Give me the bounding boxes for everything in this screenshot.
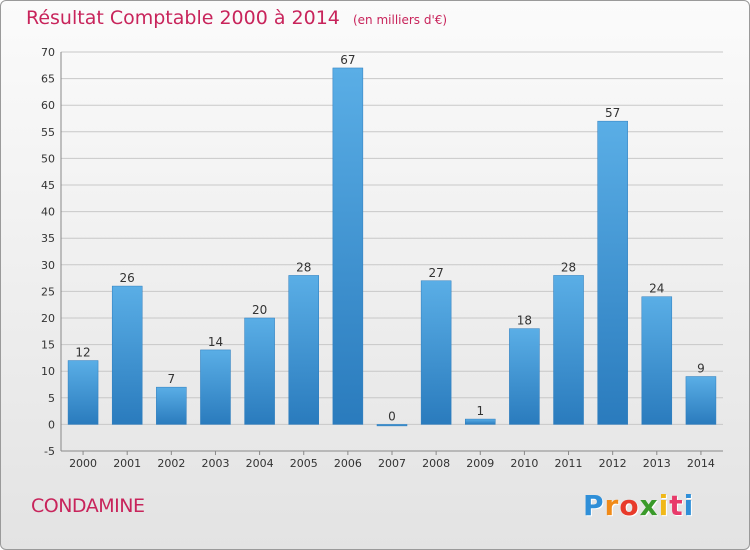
data-label: 20: [252, 303, 267, 317]
x-tick-label: 2007: [378, 457, 406, 470]
x-tick-label: 2004: [246, 457, 274, 470]
y-tick-label: -5: [44, 445, 55, 458]
y-tick-label: 55: [41, 126, 55, 139]
logo-letter: i: [658, 489, 670, 522]
y-tick-label: 65: [41, 73, 55, 86]
y-tick-label: 45: [41, 179, 55, 192]
bar: [420, 280, 452, 425]
logo-letter: o: [619, 489, 640, 522]
commune-name: CONDAMINE: [31, 495, 145, 517]
data-label: 27: [428, 266, 443, 280]
bar: [156, 386, 187, 425]
y-tick-label: 5: [48, 392, 55, 405]
y-tick-label: 50: [41, 152, 55, 165]
data-label: 7: [168, 372, 176, 386]
data-label: 67: [340, 53, 355, 67]
x-tick-label: 2008: [422, 457, 450, 470]
bar: [67, 360, 99, 425]
data-label: 57: [605, 106, 620, 120]
x-tick-label: 2005: [290, 457, 318, 470]
x-tick-label: 2014: [687, 457, 715, 470]
bar: [111, 285, 143, 425]
y-tick-label: 35: [41, 232, 55, 245]
y-tick-label: 25: [41, 285, 55, 298]
bar: [641, 296, 673, 425]
bar: [597, 120, 628, 425]
x-tick-label: 2010: [510, 457, 538, 470]
bar: [553, 275, 584, 425]
x-tick-label: 2011: [555, 457, 583, 470]
data-label: 24: [649, 282, 664, 296]
data-label: 26: [120, 271, 135, 285]
x-tick-label: 2002: [157, 457, 185, 470]
x-tick-label: 2000: [69, 457, 97, 470]
x-tick-label: 2006: [334, 457, 362, 470]
chart-subtitle: (en milliers d'€): [352, 13, 448, 27]
logo-letter: i: [683, 489, 695, 522]
data-label: 12: [75, 346, 90, 360]
data-label: 28: [561, 260, 576, 274]
bar: [376, 424, 408, 427]
y-tick-label: 60: [41, 99, 55, 112]
y-tick-label: 30: [41, 259, 55, 272]
data-label: 28: [296, 260, 311, 274]
proxiti-logo: Proxiti: [583, 489, 694, 522]
x-tick-label: 2003: [201, 457, 229, 470]
bar: [244, 317, 275, 425]
logo-letter: t: [669, 489, 684, 522]
logo-letter: P: [583, 489, 605, 522]
y-tick-label: 0: [48, 418, 55, 431]
bar: [509, 328, 540, 425]
x-tick-label: 2012: [599, 457, 627, 470]
y-tick-label: 10: [41, 365, 55, 378]
bar: [288, 275, 319, 425]
y-tick-label: 40: [41, 206, 55, 219]
bar: [200, 349, 231, 425]
data-label: 18: [517, 314, 532, 328]
y-tick-label: 20: [41, 312, 55, 325]
logo-letter: x: [639, 489, 659, 522]
y-tick-label: 70: [41, 46, 55, 59]
y-tick-label: 15: [41, 339, 55, 352]
data-label: 1: [476, 404, 484, 418]
chart-title: Résultat Comptable 2000 à 2014: [26, 7, 340, 29]
data-label: 0: [388, 409, 396, 423]
data-label: 9: [697, 362, 705, 376]
bar: [685, 376, 717, 425]
x-tick-label: 2013: [643, 457, 671, 470]
chart-title-block: Résultat Comptable 2000 à 2014 (en milli…: [26, 7, 447, 29]
x-tick-label: 2009: [466, 457, 494, 470]
x-tick-label: 2001: [113, 457, 141, 470]
bar: [332, 67, 364, 425]
bar: [465, 418, 496, 425]
logo-letter: r: [604, 489, 620, 522]
data-label: 14: [208, 335, 223, 349]
